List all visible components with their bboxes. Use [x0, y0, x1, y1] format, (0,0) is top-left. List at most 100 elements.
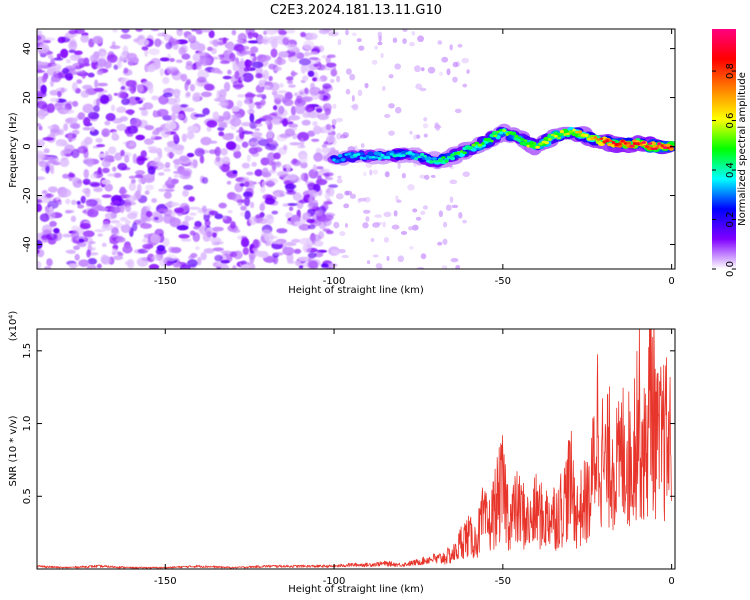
noise-blob	[457, 43, 463, 48]
ridge-blob	[359, 156, 364, 160]
noise-blob	[164, 188, 175, 193]
noise-blob	[195, 246, 200, 251]
ridge-blob	[453, 151, 458, 156]
noise-blob	[101, 167, 110, 174]
noise-blob	[121, 97, 130, 106]
noise-blob	[227, 210, 233, 214]
noise-blob	[446, 68, 451, 76]
noise-blob	[112, 255, 124, 261]
noise-blob	[321, 55, 327, 59]
noise-blob	[87, 257, 98, 265]
ridge-blob	[544, 141, 549, 145]
noise-blob	[288, 114, 301, 121]
ridge-blob	[593, 135, 598, 139]
noise-blob	[93, 187, 103, 193]
ridge-blob	[514, 134, 519, 138]
noise-blob	[322, 29, 334, 32]
noise-blob	[292, 158, 298, 164]
noise-blob	[433, 124, 442, 130]
noise-blob	[163, 191, 172, 199]
noise-blob	[233, 250, 243, 260]
noise-blob	[214, 213, 224, 220]
noise-blob	[285, 76, 294, 81]
noise-blob	[254, 128, 260, 132]
noise-blob	[374, 45, 379, 50]
noise-blob	[128, 175, 137, 180]
noise-blob	[156, 108, 169, 117]
noise-blob	[309, 51, 319, 55]
noise-blob	[250, 131, 263, 138]
noise-blob	[78, 259, 90, 267]
noise-blob	[230, 117, 242, 127]
noise-blob	[402, 38, 407, 44]
noise-blob	[158, 95, 169, 105]
noise-blob	[422, 123, 429, 129]
noise-blob	[362, 222, 369, 229]
noise-blob	[276, 171, 289, 177]
ridge-blob	[665, 143, 671, 148]
x-tick-label: -50	[495, 576, 511, 587]
noise-blob	[326, 134, 336, 144]
noise-blob	[142, 102, 154, 110]
noise-blob	[400, 231, 408, 235]
noise-blob	[85, 199, 98, 207]
ridge-blob	[424, 156, 432, 162]
noise-blob	[337, 175, 342, 179]
noise-blob	[294, 260, 302, 266]
ridge-blob	[575, 130, 580, 134]
noise-blob	[188, 206, 201, 210]
noise-blob	[420, 253, 427, 260]
snr-panel: -150 -100 -50 0 0.5 1.0 1.5 Height of straigh…	[8, 311, 676, 595]
noise-blob	[351, 32, 357, 37]
noise-blob	[165, 42, 173, 50]
noise-blob	[49, 128, 61, 137]
noise-blob	[287, 43, 298, 53]
noise-blob	[270, 118, 283, 126]
noise-blob	[241, 236, 248, 240]
noise-blob	[383, 211, 392, 218]
noise-blob	[54, 102, 63, 111]
noise-blob	[314, 251, 324, 258]
noise-blob	[380, 53, 384, 58]
noise-blob	[112, 29, 118, 33]
noise-blob	[197, 43, 206, 52]
noise-blob	[73, 50, 83, 56]
noise-blob	[218, 121, 228, 129]
ridge-blob	[487, 137, 491, 141]
noise-blob	[162, 237, 170, 247]
bottom-y-axis-label: SNR (10 * v/v)	[8, 415, 19, 486]
noise-blob	[222, 75, 232, 80]
ridge-blob	[641, 141, 646, 144]
noise-blob	[335, 193, 344, 200]
noise-blob	[386, 255, 390, 262]
noise-blob	[90, 126, 95, 132]
noise-blob	[182, 189, 189, 197]
noise-blob	[372, 169, 379, 175]
noise-blob	[206, 126, 212, 132]
noise-blob	[298, 264, 304, 269]
noise-blob	[141, 46, 149, 51]
noise-blob	[240, 211, 246, 217]
noise-blob	[104, 120, 111, 126]
noise-blob	[212, 247, 224, 252]
noise-blob	[120, 224, 132, 234]
noise-blob	[64, 72, 74, 81]
noise-blob	[116, 106, 127, 113]
noise-blob	[150, 134, 156, 139]
y-tick-label: 40	[22, 42, 33, 55]
noise-blob	[284, 29, 296, 34]
spectrogram-panel: -150 -100 -50 0 40 20 0 -20 -40 Height of strai…	[8, 28, 676, 296]
noise-blob	[98, 153, 106, 158]
noise-blob	[414, 65, 421, 73]
noise-blob	[423, 117, 428, 122]
ridge-blob	[532, 141, 537, 146]
noise-blob	[150, 233, 161, 244]
noise-blob	[290, 70, 296, 78]
noise-blob	[79, 222, 91, 230]
noise-blob	[343, 203, 350, 209]
ridge-blob	[368, 155, 373, 159]
noise-blob	[71, 81, 78, 92]
noise-blob	[116, 123, 127, 131]
noise-blob	[64, 209, 72, 214]
